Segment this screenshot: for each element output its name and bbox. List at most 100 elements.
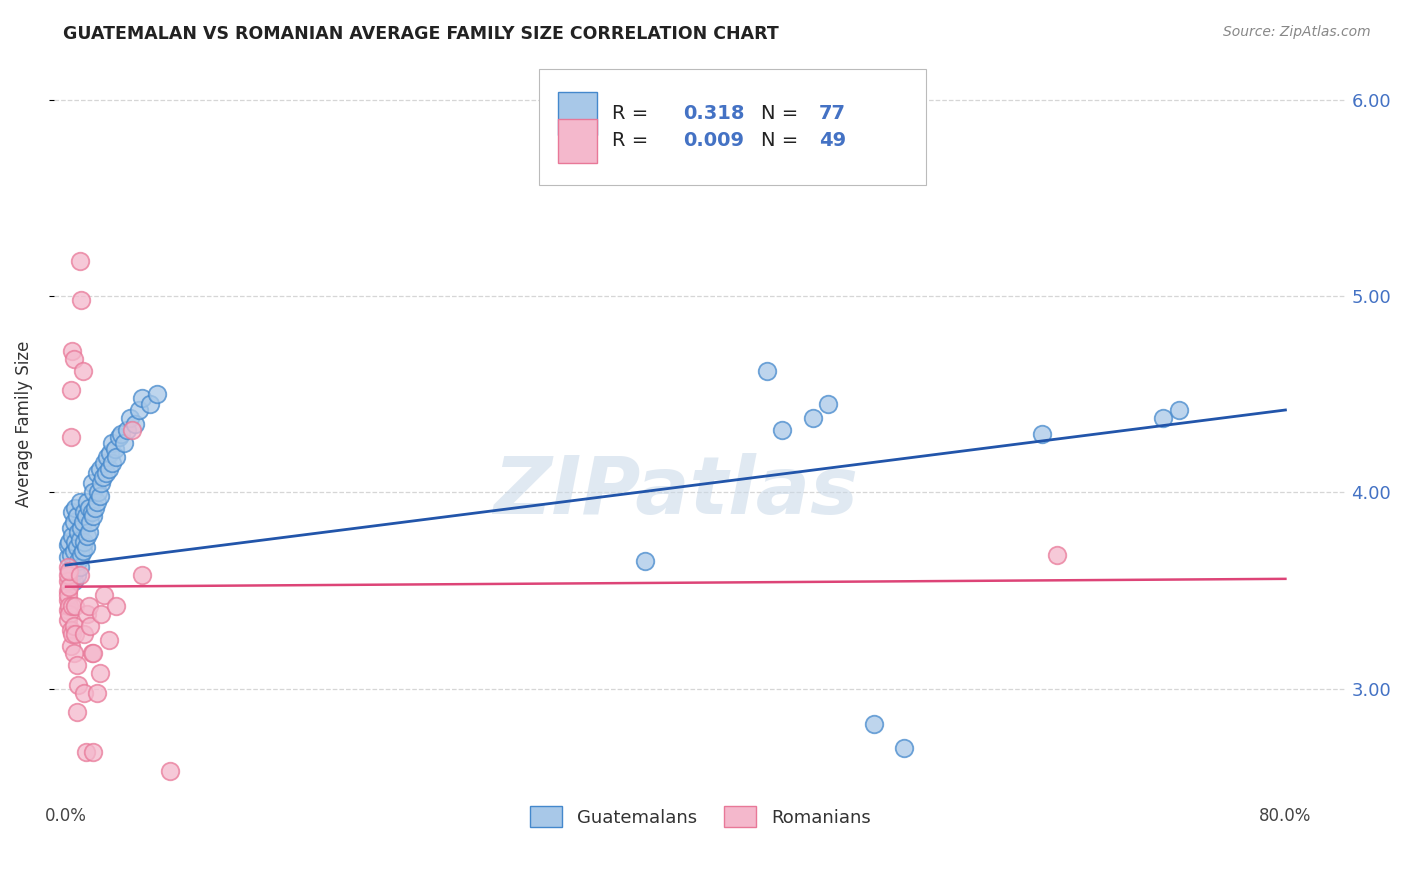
Point [56,560,79,574]
Text: Source: ZipAtlas.com: Source: ZipAtlas.com [1223,25,1371,39]
Point [73,505,96,519]
Point [77,524,100,539]
Point [59,574,82,588]
Point [62,351,84,366]
Point [69,533,91,547]
Point [108,430,131,444]
Point [70,521,93,535]
Point [56,613,79,627]
Text: N =: N = [761,103,804,123]
Point [90,475,112,490]
Text: 0.009: 0.009 [683,131,744,151]
Point [97,632,120,647]
Point [59,639,82,653]
Point [105,599,128,614]
Point [75,745,97,759]
Point [70,293,93,307]
Point [121,423,143,437]
Point [75,541,97,555]
Point [59,623,82,637]
Bar [558,120,596,162]
Text: 0.318: 0.318 [683,103,745,123]
Point [1046,549,1069,563]
Point [98,446,121,460]
Point [86,686,108,700]
Point [56,574,79,588]
Point [80,647,103,661]
Point [69,560,91,574]
Point [100,436,122,450]
Point [66,706,89,720]
Point [56,568,79,582]
Point [146,387,169,401]
Point [110,426,132,441]
Point [63,599,86,614]
Point [66,568,89,582]
Point [86,466,108,480]
Text: R =: R = [612,103,655,123]
Bar [558,92,596,135]
Point [801,410,824,425]
Point [77,501,100,516]
Point [69,568,91,582]
Point [59,384,82,398]
Point [115,423,138,437]
Point [1031,426,1053,441]
Point [80,505,103,519]
Point [67,524,90,539]
Point [59,430,82,444]
Point [94,466,117,480]
Point [60,599,83,614]
Point [69,495,91,509]
Point [84,501,107,516]
Point [62,647,84,661]
Point [79,619,101,633]
Point [58,564,80,578]
Point [76,529,98,543]
Point [73,627,96,641]
Point [77,599,100,614]
Point [131,391,153,405]
Text: N =: N = [761,131,804,151]
Point [89,462,111,476]
Text: R =: R = [612,131,655,151]
Text: ZIPatlas: ZIPatlas [494,453,858,532]
Point [82,508,104,523]
Point [63,564,86,578]
Point [86,495,108,509]
Point [56,539,79,553]
Point [72,515,94,529]
Point [60,560,83,574]
Point [58,580,80,594]
Point [817,397,839,411]
Point [56,603,79,617]
Point [59,549,82,563]
Point [90,607,112,622]
Point [60,344,83,359]
Point [70,549,93,563]
Point [79,515,101,529]
Point [112,436,135,450]
Point [72,364,94,378]
Point [60,505,83,519]
Point [62,544,84,558]
Point [118,410,141,425]
Point [1153,410,1175,425]
Point [63,627,86,641]
Point [72,544,94,558]
Point [56,593,79,607]
Point [63,534,86,549]
Point [58,607,80,622]
Point [60,627,83,641]
Point [89,666,111,681]
Point [62,515,84,529]
Point [128,403,150,417]
Point [82,647,104,661]
Point [73,686,96,700]
Text: 77: 77 [820,103,846,123]
Point [89,489,111,503]
Point [73,534,96,549]
Bar [538,70,927,185]
Point [76,495,98,509]
Point [131,568,153,582]
